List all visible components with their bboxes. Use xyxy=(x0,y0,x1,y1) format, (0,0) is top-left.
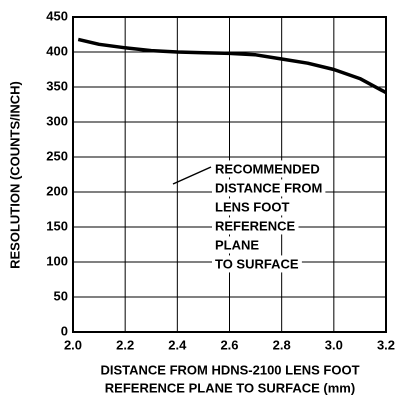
annotation-background xyxy=(212,255,302,273)
annotation: PLANE xyxy=(215,237,259,252)
y-tick-label: 350 xyxy=(46,78,68,93)
y-tick-label: 250 xyxy=(46,148,68,163)
y-tick-label: 100 xyxy=(46,253,68,268)
y-tick-label: 50 xyxy=(54,288,68,303)
annotation-background xyxy=(212,217,299,235)
annotation: TO SURFACE xyxy=(215,256,299,271)
leader-line xyxy=(172,166,212,185)
annotation: REFERENCE xyxy=(215,218,296,233)
y-tick-label: 450 xyxy=(46,8,68,23)
annotation: LENS FOOT xyxy=(215,199,289,214)
annotation-background xyxy=(212,179,326,197)
y-tick-label: 300 xyxy=(46,113,68,128)
x-tick-label: 2.0 xyxy=(64,337,82,352)
annotation-background xyxy=(212,236,263,254)
y-tick-label: 200 xyxy=(46,183,68,198)
annotation-background xyxy=(212,160,323,178)
annotation: DISTANCE FROM xyxy=(215,180,322,195)
y-tick-label: 150 xyxy=(46,218,68,233)
data-line xyxy=(77,37,387,95)
plot-border xyxy=(72,16,387,333)
x-tick-label: 2.8 xyxy=(273,337,291,352)
x-tick-label: 2.6 xyxy=(220,337,238,352)
x-tick-label: 2.2 xyxy=(116,337,134,352)
x-tick-label: 3.2 xyxy=(377,337,395,352)
x-axis-label: DISTANCE FROM HDNS-2100 LENS FOOT xyxy=(100,362,359,377)
y-tick-label: 400 xyxy=(46,43,68,58)
y-axis-label: RESOLUTION (COUNTS/INCH) xyxy=(7,81,22,269)
x-tick-label: 3.0 xyxy=(325,337,343,352)
annotation: RECOMMENDED xyxy=(215,161,320,176)
x-tick-label: 2.4 xyxy=(168,337,187,352)
annotation-background xyxy=(212,198,293,216)
y-tick-label: 0 xyxy=(61,323,68,338)
x-axis-label: REFERENCE PLANE TO SURFACE (mm) xyxy=(105,380,355,395)
